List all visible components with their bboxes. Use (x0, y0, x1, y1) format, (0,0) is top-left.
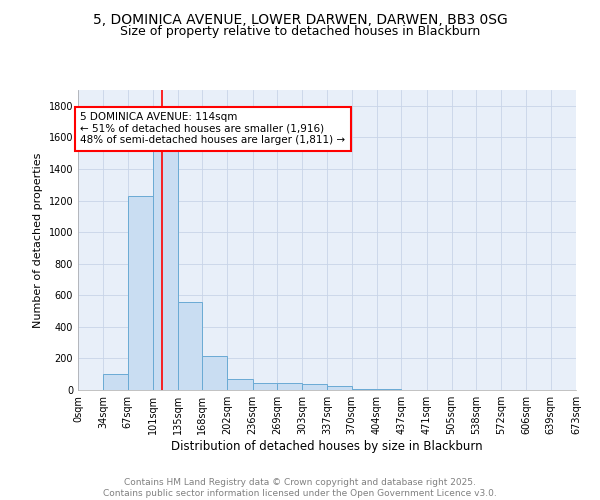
Bar (277, 383, 302, 390)
Bar (202, 356, 227, 390)
Y-axis label: Number of detached properties: Number of detached properties (33, 152, 43, 328)
Bar (253, 383, 277, 390)
X-axis label: Distribution of detached houses by size in Blackburn: Distribution of detached houses by size … (171, 440, 483, 453)
Bar (153, 122, 178, 390)
Text: Contains HM Land Registry data © Crown copyright and database right 2025.
Contai: Contains HM Land Registry data © Crown c… (103, 478, 497, 498)
Bar (103, 374, 128, 390)
Text: Size of property relative to detached houses in Blackburn: Size of property relative to detached ho… (120, 25, 480, 38)
Bar (377, 389, 401, 390)
Bar (302, 384, 328, 390)
Text: 5, DOMINICA AVENUE, LOWER DARWEN, DARWEN, BB3 0SG: 5, DOMINICA AVENUE, LOWER DARWEN, DARWEN… (92, 12, 508, 26)
Bar (328, 386, 352, 390)
Text: 5 DOMINICA AVENUE: 114sqm
← 51% of detached houses are smaller (1,916)
48% of se: 5 DOMINICA AVENUE: 114sqm ← 51% of detac… (80, 112, 346, 146)
Bar (128, 196, 153, 390)
Bar (227, 379, 253, 390)
Bar (352, 389, 377, 390)
Bar (178, 302, 202, 390)
